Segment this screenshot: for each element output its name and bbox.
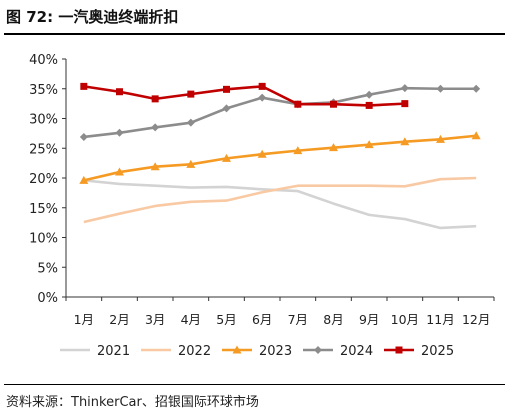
- data-point: [365, 90, 374, 99]
- y-tick-label: 5%: [37, 261, 58, 276]
- data-point: [187, 90, 195, 98]
- y-tick-label: 25%: [29, 142, 58, 157]
- data-point: [471, 131, 481, 140]
- data-point: [294, 100, 302, 108]
- y-tick-label: 10%: [29, 232, 58, 247]
- data-point: [258, 93, 267, 102]
- data-point: [401, 100, 409, 108]
- x-tick-label: 2月: [109, 312, 129, 327]
- data-point: [186, 159, 196, 168]
- x-tick-label: 5月: [216, 312, 236, 327]
- source-divider: [4, 384, 505, 385]
- series-line-2022: [83, 176, 477, 224]
- legend-label: 2023: [259, 344, 292, 359]
- y-tick-label: 20%: [29, 172, 58, 187]
- x-tick-label: 10月: [391, 312, 419, 327]
- y-tick-label: 35%: [29, 83, 58, 98]
- x-tick-label: 1月: [74, 312, 94, 327]
- data-point: [400, 84, 409, 93]
- data-point: [400, 137, 410, 146]
- data-point: [223, 85, 230, 93]
- data-point: [329, 143, 338, 152]
- y-tick-label: 0%: [37, 291, 58, 306]
- title-divider: [4, 33, 505, 35]
- data-point: [436, 134, 445, 143]
- data-point: [115, 128, 124, 137]
- y-tick-label: 15%: [29, 202, 58, 217]
- data-point: [365, 101, 373, 109]
- data-point: [150, 162, 160, 171]
- data-point: [151, 123, 160, 132]
- y-tick-label: 30%: [29, 113, 58, 128]
- data-point: [232, 345, 242, 354]
- data-point: [257, 149, 267, 158]
- data-point: [222, 153, 231, 162]
- data-point: [258, 82, 266, 90]
- series-line-2024: [83, 86, 477, 139]
- y-tick-label: 40%: [29, 53, 58, 68]
- data-point: [115, 167, 124, 176]
- data-point: [151, 95, 159, 103]
- x-tick-label: 7月: [288, 312, 308, 327]
- legend-label: 2025: [421, 344, 454, 359]
- data-point: [330, 100, 337, 108]
- data-point: [80, 82, 88, 90]
- data-point: [293, 146, 303, 155]
- series-line-2025: [83, 85, 405, 107]
- source-note: 资料来源：ThinkerCar、招银国际环球市场: [6, 395, 259, 410]
- x-tick-label: 11月: [426, 312, 454, 327]
- data-point: [314, 346, 322, 354]
- legend-label: 2021: [97, 344, 130, 359]
- x-tick-label: 12月: [462, 312, 490, 327]
- x-tick-label: 8月: [323, 312, 343, 327]
- data-point: [116, 88, 123, 96]
- data-point: [222, 104, 231, 113]
- legend-label: 2024: [340, 344, 373, 359]
- data-point: [186, 118, 195, 127]
- data-point: [395, 346, 403, 354]
- chart-title: 图 72: 一汽奥迪终端折扣: [6, 8, 179, 26]
- x-tick-label: 3月: [145, 312, 165, 327]
- data-point: [436, 84, 445, 93]
- series-line-2021: [83, 179, 477, 230]
- data-point: [79, 132, 88, 141]
- series-line-2023: [83, 134, 477, 182]
- x-tick-label: 9月: [359, 312, 379, 327]
- data-point: [79, 175, 89, 184]
- data-point: [472, 84, 481, 93]
- data-point: [364, 140, 374, 149]
- legend-label: 2022: [178, 344, 211, 359]
- x-tick-label: 4月: [181, 312, 201, 327]
- x-tick-label: 6月: [252, 312, 272, 327]
